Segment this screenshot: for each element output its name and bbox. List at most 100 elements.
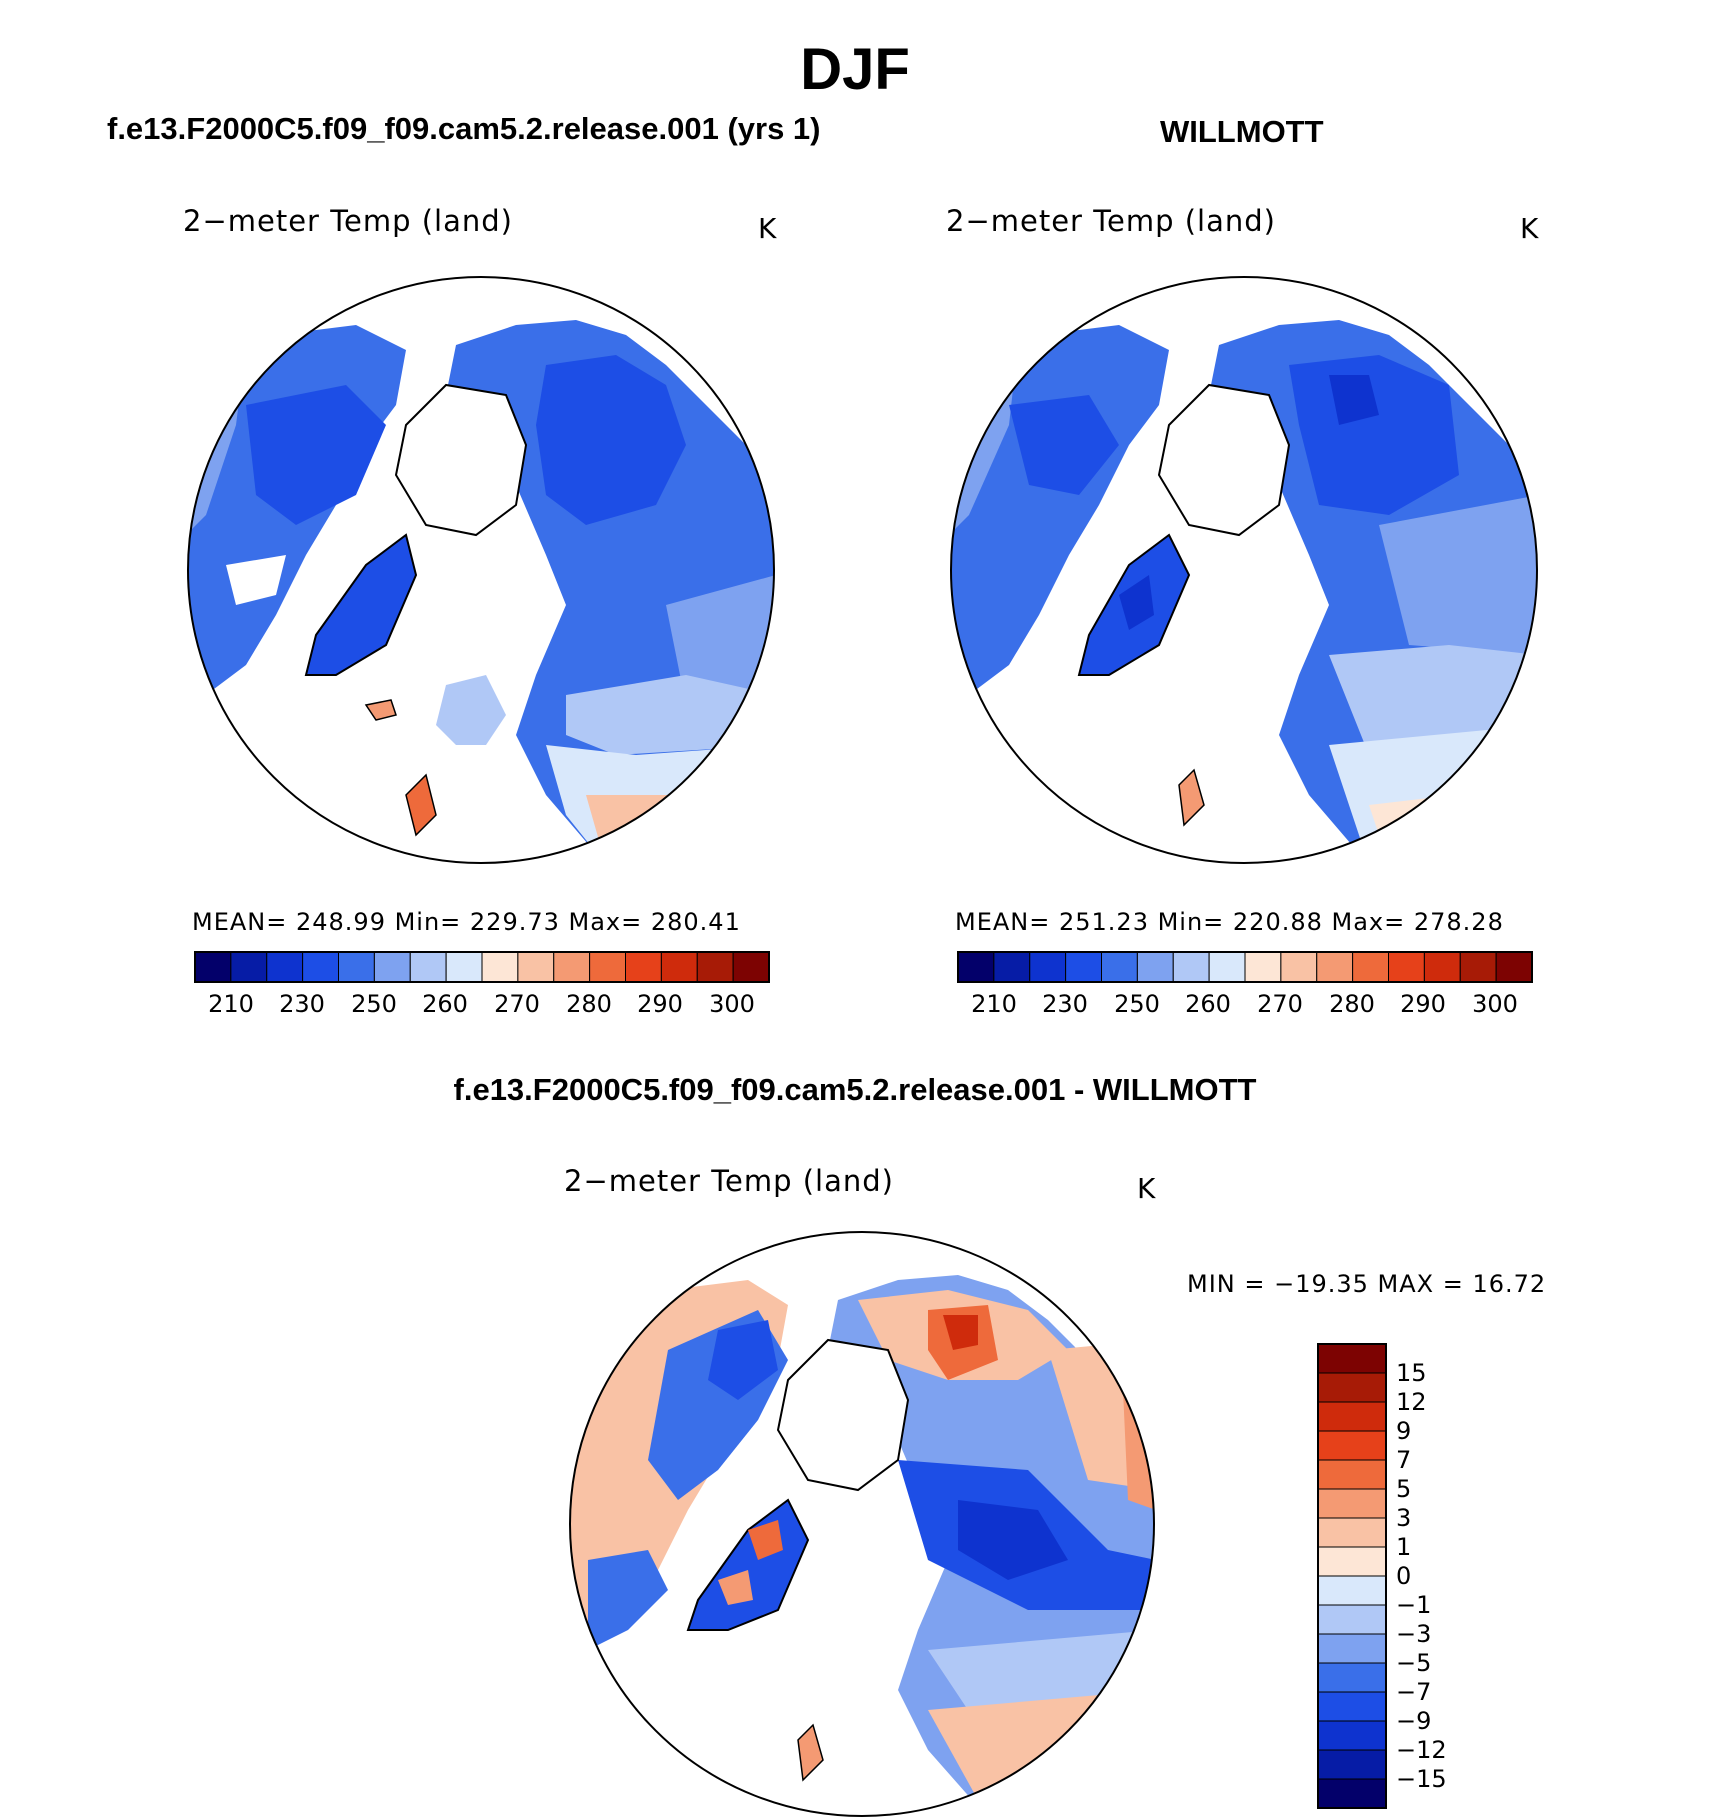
panel-1-colorbar-ticks: 210 230 250 260 270 280 290 300 bbox=[195, 990, 769, 1020]
panel-1-stats: MEAN= 248.99 Min= 229.73 Max= 280.41 bbox=[192, 908, 741, 936]
cb3-tick-8: −1 bbox=[1396, 1591, 1432, 1619]
difference-units: K bbox=[1137, 1172, 1156, 1205]
cb3-tick-0: 15 bbox=[1396, 1359, 1427, 1387]
cb1-swatch-12 bbox=[625, 951, 662, 983]
cb2-swatch-2 bbox=[1029, 951, 1067, 983]
cb2-tick-6: 290 bbox=[1400, 990, 1446, 1018]
cb2-swatch-10 bbox=[1316, 951, 1354, 983]
cb3-swatch-10 bbox=[1317, 1633, 1387, 1664]
figure-title: DJF bbox=[800, 37, 910, 102]
difference-variable-label: 2−meter Temp (land) bbox=[564, 1164, 894, 1198]
cb1-tick-7: 300 bbox=[709, 990, 755, 1018]
cb1-swatch-10 bbox=[553, 951, 591, 983]
difference-polar-map bbox=[569, 1231, 1155, 1817]
cb2-tick-0: 210 bbox=[971, 990, 1017, 1018]
cb2-tick-4: 270 bbox=[1257, 990, 1303, 1018]
cb2-swatch-11 bbox=[1352, 951, 1389, 983]
cb1-swatch-2 bbox=[266, 951, 304, 983]
cb1-swatch-0 bbox=[194, 951, 232, 983]
cb2-swatch-3 bbox=[1065, 951, 1102, 983]
cb1-swatch-1 bbox=[230, 951, 268, 983]
cb1-swatch-7 bbox=[445, 951, 483, 983]
cb1-swatch-8 bbox=[481, 951, 519, 983]
cb2-tick-7: 300 bbox=[1472, 990, 1518, 1018]
cb3-swatch-3 bbox=[1317, 1430, 1387, 1461]
cb2-swatch-12 bbox=[1388, 951, 1425, 983]
cb1-tick-6: 290 bbox=[637, 990, 683, 1018]
cb1-tick-1: 230 bbox=[279, 990, 325, 1018]
cb2-swatch-4 bbox=[1101, 951, 1138, 983]
cb3-swatch-1 bbox=[1317, 1372, 1387, 1403]
cb1-swatch-6 bbox=[409, 951, 447, 983]
cb2-swatch-1 bbox=[993, 951, 1031, 983]
cb1-swatch-4 bbox=[338, 951, 375, 983]
cb1-tick-5: 280 bbox=[566, 990, 612, 1018]
cb2-swatch-0 bbox=[957, 951, 995, 983]
cb1-swatch-15 bbox=[732, 951, 770, 983]
cb1-swatch-13 bbox=[660, 951, 698, 983]
cb3-tick-12: −9 bbox=[1396, 1707, 1432, 1735]
cb3-swatch-6 bbox=[1317, 1517, 1387, 1548]
cb3-tick-6: 1 bbox=[1396, 1533, 1412, 1561]
panel-1-title: f.e13.F2000C5.f09_f09.cam5.2.release.001… bbox=[107, 111, 821, 146]
cb3-swatch-12 bbox=[1317, 1691, 1387, 1722]
cb3-tick-5: 3 bbox=[1396, 1504, 1412, 1532]
cb1-tick-3: 260 bbox=[422, 990, 468, 1018]
cb2-swatch-13 bbox=[1423, 951, 1461, 983]
cb3-tick-1: 12 bbox=[1396, 1388, 1427, 1416]
difference-colorbar-ticks: 15 12 9 7 5 3 1 0 −1 −3 −5 −7 −9 −12 −15 bbox=[1396, 1344, 1476, 1808]
cb3-tick-10: −5 bbox=[1396, 1649, 1432, 1677]
cb2-swatch-8 bbox=[1244, 951, 1282, 983]
cb3-swatch-15 bbox=[1317, 1778, 1387, 1809]
cb3-tick-13: −12 bbox=[1396, 1736, 1447, 1764]
cb3-tick-9: −3 bbox=[1396, 1620, 1432, 1648]
panel-2-stats: MEAN= 251.23 Min= 220.88 Max= 278.28 bbox=[955, 908, 1504, 936]
cb3-swatch-14 bbox=[1317, 1749, 1387, 1780]
panel-1-colorbar bbox=[194, 951, 770, 983]
cb1-tick-0: 210 bbox=[208, 990, 254, 1018]
cb3-swatch-13 bbox=[1317, 1720, 1387, 1751]
panel-1-variable-label: 2−meter Temp (land) bbox=[183, 204, 513, 238]
panel-2-units: K bbox=[1520, 212, 1539, 245]
cb2-tick-2: 250 bbox=[1114, 990, 1160, 1018]
panel-2-colorbar bbox=[957, 951, 1533, 983]
cb2-tick-5: 280 bbox=[1329, 990, 1375, 1018]
cb3-tick-4: 5 bbox=[1396, 1475, 1412, 1503]
cb2-swatch-5 bbox=[1136, 951, 1174, 983]
difference-colorbar bbox=[1317, 1343, 1387, 1809]
panel-2-polar-map bbox=[950, 276, 1538, 864]
cb1-swatch-3 bbox=[302, 951, 339, 983]
cb3-swatch-8 bbox=[1317, 1575, 1387, 1606]
cb3-swatch-11 bbox=[1317, 1662, 1387, 1693]
cb2-tick-3: 260 bbox=[1185, 990, 1231, 1018]
cb2-swatch-6 bbox=[1172, 951, 1210, 983]
cb1-swatch-11 bbox=[589, 951, 626, 983]
cb2-swatch-7 bbox=[1208, 951, 1246, 983]
cb3-tick-11: −7 bbox=[1396, 1678, 1432, 1706]
cb3-swatch-4 bbox=[1317, 1459, 1387, 1490]
cb3-swatch-2 bbox=[1317, 1401, 1387, 1432]
cb3-swatch-9 bbox=[1317, 1604, 1387, 1635]
panel-2-variable-label: 2−meter Temp (land) bbox=[946, 204, 1276, 238]
cb1-swatch-9 bbox=[517, 951, 555, 983]
panel-1-polar-map bbox=[187, 276, 775, 864]
cb1-tick-2: 250 bbox=[351, 990, 397, 1018]
panel-2-title: WILLMOTT bbox=[1160, 114, 1324, 149]
cb1-swatch-5 bbox=[373, 951, 411, 983]
cb2-swatch-15 bbox=[1495, 951, 1533, 983]
cb2-tick-1: 230 bbox=[1042, 990, 1088, 1018]
cb3-swatch-0 bbox=[1317, 1343, 1387, 1374]
cb3-swatch-7 bbox=[1317, 1546, 1387, 1577]
difference-title: f.e13.F2000C5.f09_f09.cam5.2.release.001… bbox=[453, 1072, 1257, 1107]
cb3-swatch-5 bbox=[1317, 1488, 1387, 1519]
cb3-tick-14: −15 bbox=[1396, 1765, 1447, 1793]
panel-1-units: K bbox=[758, 212, 777, 245]
cb1-tick-4: 270 bbox=[494, 990, 540, 1018]
cb3-tick-2: 9 bbox=[1396, 1417, 1412, 1445]
cb2-swatch-9 bbox=[1280, 951, 1318, 983]
cb3-tick-3: 7 bbox=[1396, 1446, 1412, 1474]
cb2-swatch-14 bbox=[1459, 951, 1497, 983]
difference-minmax: MIN = −19.35 MAX = 16.72 bbox=[1187, 1270, 1547, 1298]
cb3-tick-7: 0 bbox=[1396, 1562, 1412, 1590]
cb1-swatch-14 bbox=[696, 951, 734, 983]
